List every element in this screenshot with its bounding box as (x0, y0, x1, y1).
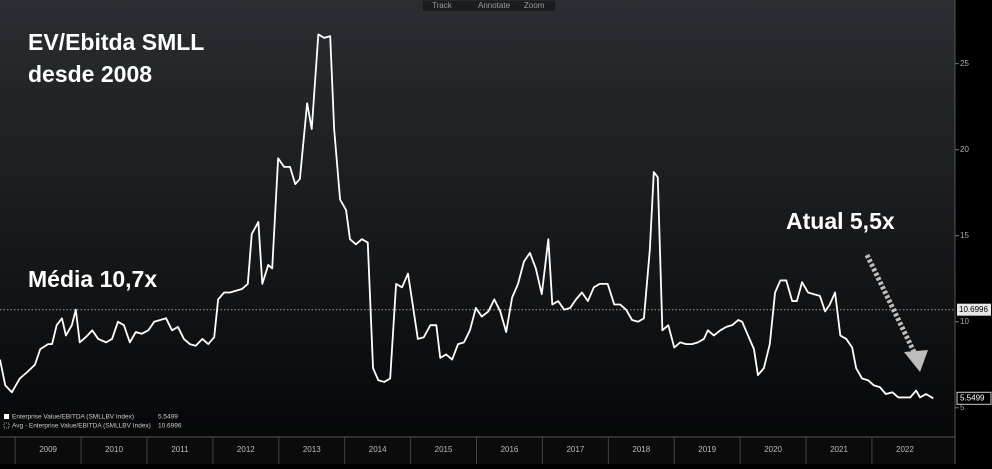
x-tick-label: 2018 (632, 445, 650, 454)
x-tick-label: 2016 (501, 445, 519, 454)
x-tick-label: 2020 (764, 445, 782, 454)
x-tick-label: 2017 (566, 445, 584, 454)
arrow-shaft (864, 253, 919, 358)
plot-background (0, 0, 955, 437)
series-line (0, 33, 934, 400)
x-tick-label: 2019 (698, 445, 716, 454)
x-tick-label: 2009 (39, 445, 57, 454)
legend-swatch (4, 414, 9, 419)
y-tick-label: 15 (960, 231, 969, 240)
axis-background (955, 0, 992, 464)
legend-swatch (3, 422, 10, 429)
toolbar-button[interactable]: Track (432, 1, 453, 10)
legend-label: Enterprise Value/EBITDA (SMLLBV Index) (12, 414, 134, 421)
x-tick-label: 2022 (896, 445, 914, 454)
legend-value: 5.5499 (158, 414, 178, 421)
toolbar-button[interactable]: Zoom (524, 1, 545, 10)
x-axis-band (0, 437, 955, 464)
x-tick-label: 2013 (303, 445, 321, 454)
legend-value: 10.6996 (158, 423, 182, 430)
y-tick-label: 25 (960, 59, 969, 68)
y-tick-label: 10 (960, 317, 969, 326)
last-value-label: 5.5499 (960, 393, 985, 402)
y-tick-label: 5 (960, 403, 965, 412)
annotation: Média 10,7x (28, 266, 157, 292)
y-tick-label: 20 (960, 145, 969, 154)
annotation: Atual 5,5x (786, 208, 895, 234)
toolbar-button[interactable]: Annotate (478, 1, 511, 10)
x-tick-label: 2021 (830, 445, 848, 454)
legend-label: Avg - Enterprise Value/EBITDA (SMLLBV In… (12, 423, 151, 430)
chart-title: desde 2008 (28, 61, 152, 87)
chart-title: EV/Ebitda SMLL (28, 29, 204, 55)
x-tick-label: 2011 (171, 445, 189, 454)
x-tick-label: 2015 (435, 445, 453, 454)
arrow-head (904, 350, 928, 372)
last-value-tag (956, 391, 992, 405)
x-tick-label: 2012 (237, 445, 255, 454)
average-tag (957, 303, 991, 316)
x-tick-label: 2014 (369, 445, 387, 454)
toolbar (421, 0, 557, 13)
average-tag-label: 10.6996 (959, 305, 988, 314)
x-tick-label: 2010 (105, 445, 123, 454)
